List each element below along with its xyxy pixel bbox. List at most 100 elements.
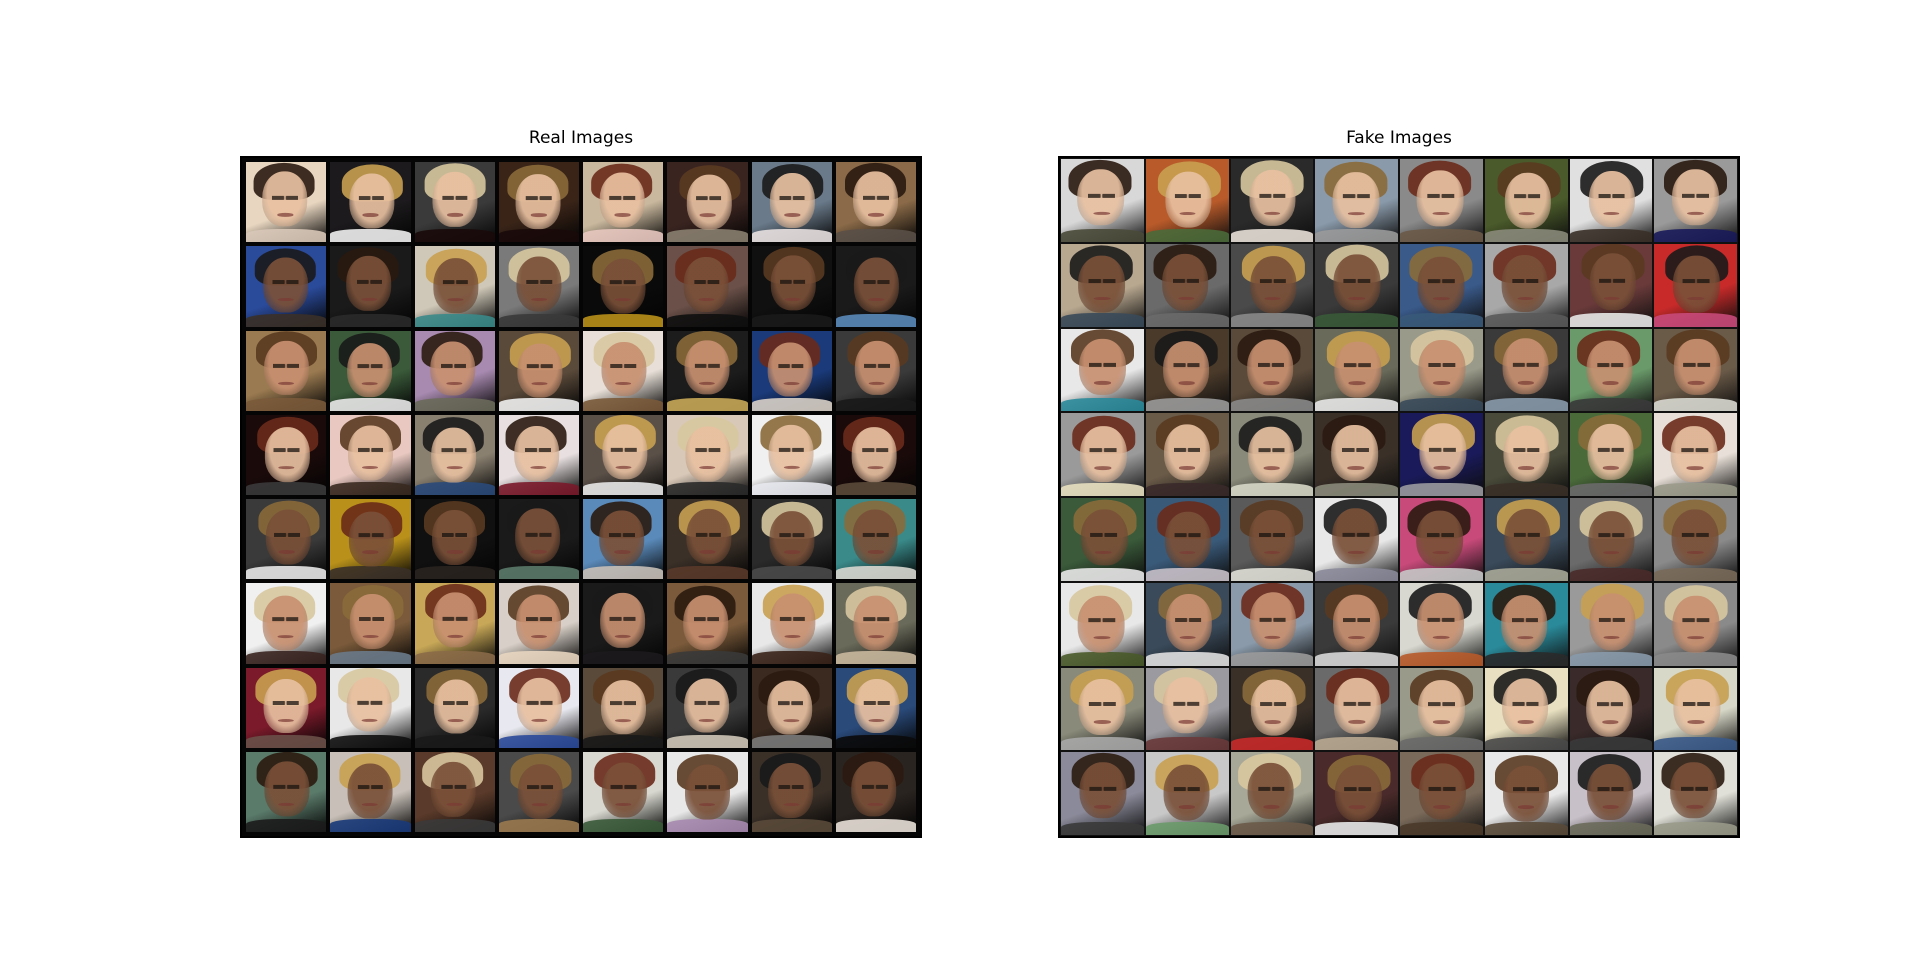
fake-face-thumbnail xyxy=(1145,752,1229,835)
fake-face-thumbnail xyxy=(1400,159,1483,242)
fake-face-thumbnail xyxy=(1145,667,1229,751)
fake-face-thumbnail xyxy=(1484,582,1568,666)
fake-images-grid-frame xyxy=(1058,156,1740,838)
fake-face-thumbnail xyxy=(1569,328,1653,412)
real-face-thumbnail xyxy=(414,162,495,243)
fake-face-thumbnail xyxy=(1315,159,1398,242)
real-images-title: Real Images xyxy=(528,128,634,148)
fake-face-thumbnail xyxy=(1484,159,1568,242)
fake-face-thumbnail xyxy=(1569,752,1653,835)
fake-face-thumbnail xyxy=(1654,752,1737,835)
real-face-thumbnail xyxy=(330,583,411,664)
real-face-thumbnail xyxy=(498,499,579,580)
real-face-thumbnail xyxy=(498,246,579,327)
real-face-thumbnail xyxy=(414,499,495,580)
real-face-thumbnail xyxy=(835,667,916,748)
fake-face-thumbnail xyxy=(1061,328,1144,412)
real-face-thumbnail xyxy=(835,330,916,411)
real-face-thumbnail xyxy=(835,414,916,495)
real-face-thumbnail xyxy=(246,499,327,580)
fake-face-thumbnail xyxy=(1569,413,1653,496)
fake-face-thumbnail xyxy=(1400,667,1483,751)
fake-face-thumbnail xyxy=(1315,582,1398,666)
real-face-thumbnail xyxy=(498,667,579,748)
fake-face-thumbnail xyxy=(1145,328,1229,412)
fake-face-thumbnail xyxy=(1400,243,1483,327)
real-face-thumbnail xyxy=(498,583,579,664)
fake-face-thumbnail xyxy=(1484,328,1568,412)
real-face-thumbnail xyxy=(751,667,832,748)
real-face-thumbnail xyxy=(667,667,748,748)
fake-face-thumbnail xyxy=(1400,413,1483,496)
real-face-thumbnail xyxy=(583,583,664,664)
real-face-thumbnail xyxy=(330,667,411,748)
real-face-thumbnail xyxy=(414,246,495,327)
fake-face-thumbnail xyxy=(1484,752,1568,835)
real-face-thumbnail xyxy=(751,414,832,495)
real-face-thumbnail xyxy=(667,583,748,664)
real-face-thumbnail xyxy=(330,330,411,411)
real-face-thumbnail xyxy=(330,499,411,580)
fake-face-thumbnail xyxy=(1484,413,1568,496)
fake-face-thumbnail xyxy=(1230,328,1314,412)
fake-face-thumbnail xyxy=(1654,498,1737,581)
fake-face-thumbnail xyxy=(1315,667,1398,751)
real-face-thumbnail xyxy=(246,246,327,327)
real-images-grid-frame xyxy=(240,156,922,838)
real-face-thumbnail xyxy=(498,162,579,243)
real-face-thumbnail xyxy=(414,414,495,495)
fake-face-thumbnail xyxy=(1484,243,1568,327)
fake-face-thumbnail xyxy=(1230,159,1314,242)
real-face-thumbnail xyxy=(246,667,327,748)
fake-face-thumbnail xyxy=(1230,498,1314,581)
fake-face-thumbnail xyxy=(1654,582,1737,666)
fake-face-thumbnail xyxy=(1654,413,1737,496)
real-face-thumbnail xyxy=(667,330,748,411)
real-face-thumbnail xyxy=(667,499,748,580)
fake-face-thumbnail xyxy=(1061,413,1144,496)
fake-face-thumbnail xyxy=(1061,752,1144,835)
real-face-thumbnail xyxy=(330,414,411,495)
real-face-thumbnail xyxy=(751,583,832,664)
fake-face-thumbnail xyxy=(1145,498,1229,581)
real-face-thumbnail xyxy=(583,414,664,495)
fake-face-thumbnail xyxy=(1315,752,1398,835)
fake-images-title: Fake Images xyxy=(1346,128,1452,148)
fake-face-thumbnail xyxy=(1315,413,1398,496)
fake-face-thumbnail xyxy=(1400,328,1483,412)
fake-face-thumbnail xyxy=(1145,582,1229,666)
fake-face-thumbnail xyxy=(1484,498,1568,581)
fake-face-thumbnail xyxy=(1654,243,1737,327)
real-face-thumbnail xyxy=(583,162,664,243)
fake-face-thumbnail xyxy=(1230,752,1314,835)
real-face-thumbnail xyxy=(498,751,579,832)
fake-face-thumbnail xyxy=(1315,328,1398,412)
real-face-thumbnail xyxy=(751,751,832,832)
real-face-thumbnail xyxy=(751,162,832,243)
real-face-thumbnail xyxy=(835,751,916,832)
real-face-thumbnail xyxy=(667,414,748,495)
real-face-thumbnail xyxy=(246,330,327,411)
fake-face-thumbnail xyxy=(1569,498,1653,581)
fake-face-thumbnail xyxy=(1569,582,1653,666)
real-face-thumbnail xyxy=(751,499,832,580)
real-face-thumbnail xyxy=(667,162,748,243)
fake-face-thumbnail xyxy=(1061,582,1144,666)
real-face-thumbnail xyxy=(583,499,664,580)
fake-face-thumbnail xyxy=(1484,667,1568,751)
fake-face-thumbnail xyxy=(1230,243,1314,327)
real-face-thumbnail xyxy=(246,162,327,243)
real-face-thumbnail xyxy=(583,330,664,411)
fake-face-thumbnail xyxy=(1061,159,1144,242)
real-face-thumbnail xyxy=(330,751,411,832)
real-face-thumbnail xyxy=(583,246,664,327)
real-face-thumbnail xyxy=(414,751,495,832)
real-face-thumbnail xyxy=(751,246,832,327)
fake-face-thumbnail xyxy=(1061,667,1144,751)
real-face-thumbnail xyxy=(835,583,916,664)
real-face-thumbnail xyxy=(246,583,327,664)
real-face-thumbnail xyxy=(330,246,411,327)
fake-images-grid xyxy=(1061,159,1737,835)
real-face-thumbnail xyxy=(330,162,411,243)
fake-face-thumbnail xyxy=(1400,582,1483,666)
